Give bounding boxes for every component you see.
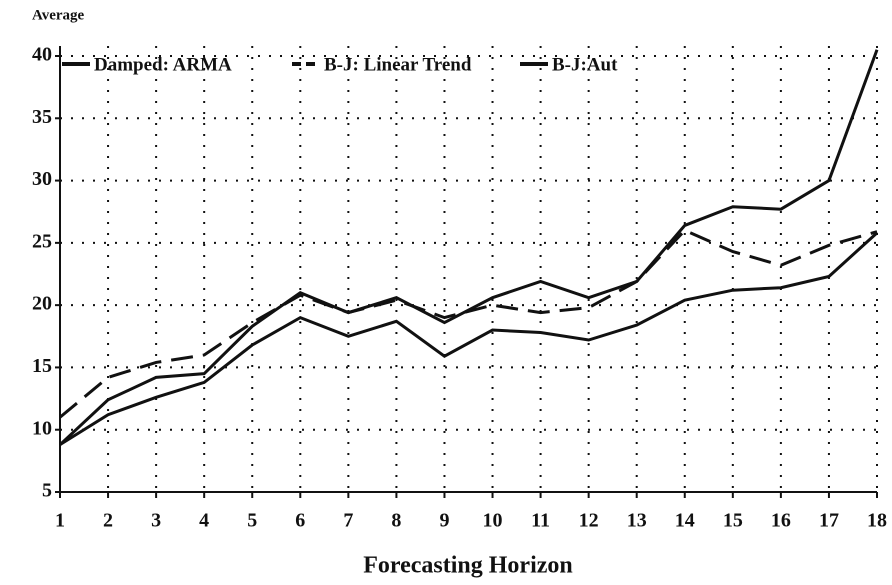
y-tick-label: 35 — [32, 106, 52, 128]
x-tick-label: 4 — [199, 510, 209, 532]
x-tick-label: 16 — [771, 510, 791, 532]
y-tick-label: 25 — [32, 230, 52, 252]
x-tick-label: 6 — [295, 510, 305, 532]
x-tick-label: 15 — [723, 510, 743, 532]
x-tick-label: 1 — [55, 510, 65, 532]
series-line — [58, 49, 879, 446]
x-tick-label: 3 — [151, 510, 161, 532]
x-tick-label: 13 — [627, 510, 647, 532]
series-line — [59, 231, 879, 446]
y-tick-label: 10 — [32, 417, 52, 439]
x-tick-label: 12 — [579, 510, 599, 532]
legend-label: B-J:Aut — [552, 54, 618, 75]
y-tick-label: 5 — [42, 480, 52, 502]
x-tick-label: 5 — [247, 510, 257, 532]
x-tick-label: 10 — [483, 510, 503, 532]
y-tick-label: 15 — [32, 355, 52, 377]
x-tick-label: 7 — [343, 510, 353, 532]
x-tick-label: 8 — [391, 510, 401, 532]
x-tick-label: 14 — [675, 510, 695, 532]
y-tick-label: 30 — [32, 168, 52, 190]
x-tick-label: 17 — [819, 510, 839, 532]
y-tick-label: 20 — [32, 293, 52, 315]
legend-label: Damped: ARMA — [94, 54, 232, 75]
x-tick-label: 2 — [103, 510, 113, 532]
legend-label: B-J: Linear Trend — [324, 54, 472, 75]
x-tick-label: 18 — [867, 510, 887, 532]
x-tick-label: 9 — [439, 510, 449, 532]
y-axis-label: Average — [32, 7, 85, 23]
y-tick-label: 40 — [32, 44, 52, 66]
x-axis-label: Forecasting Horizon — [363, 553, 573, 579]
x-tick-label: 11 — [531, 510, 550, 532]
